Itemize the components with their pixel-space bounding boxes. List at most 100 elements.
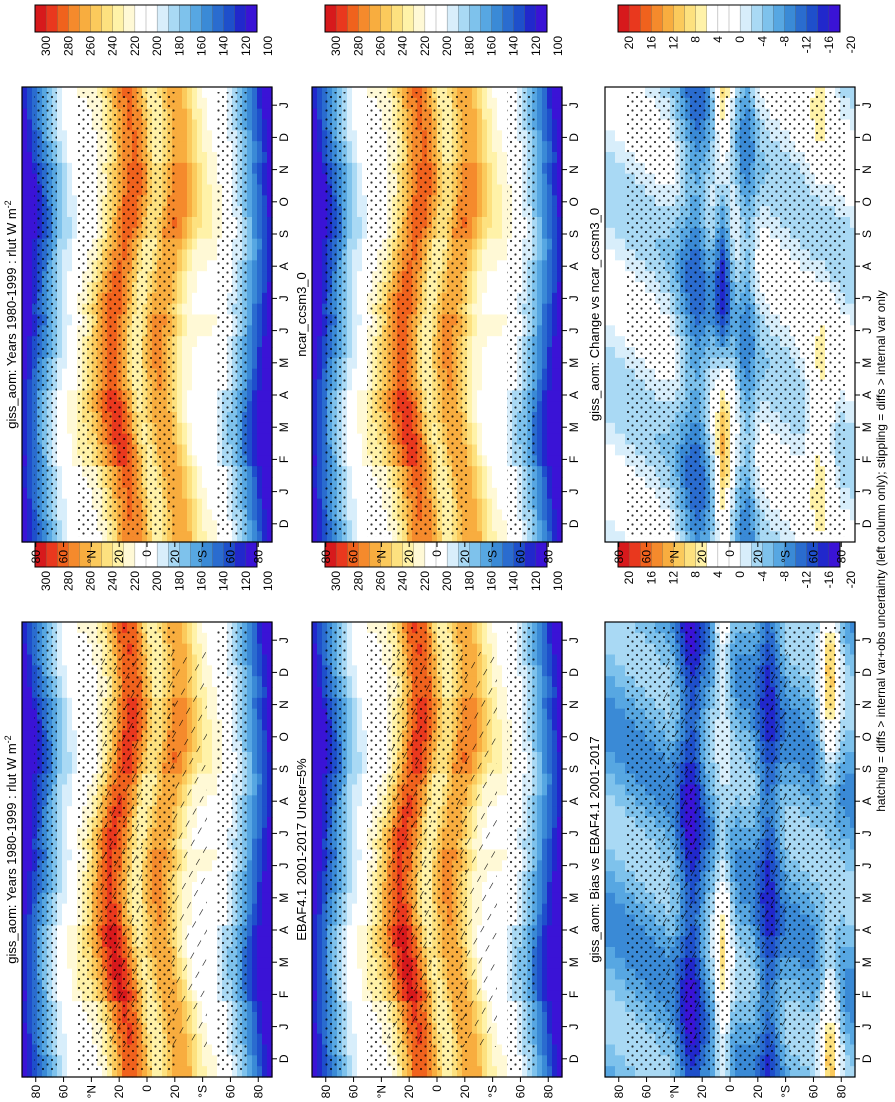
heat-cell [312,947,318,959]
heat-cell [267,730,273,742]
heat-cell [57,347,63,359]
heat-cell [212,643,218,656]
heat-cell [57,936,63,948]
heat-cell [247,849,253,861]
heat-cell [207,422,213,435]
heat-cell [202,1066,208,1078]
heat-cell [352,741,358,753]
heat-cell [247,238,253,251]
heat-cell [72,455,78,467]
heat-cell [67,477,73,489]
heat-cell [352,1022,358,1035]
heat-cell [247,271,253,283]
heat-cell [212,719,218,731]
heat-cell [27,1044,33,1056]
heat-cell [247,314,253,326]
heat-cell [247,108,253,121]
heat-cell [182,390,188,402]
heat-cell [252,206,258,218]
heat-cell [67,838,73,851]
heat-cell [62,357,68,370]
heat-cell [72,762,78,775]
heat-cell [22,687,28,699]
colorbar-swatch [112,4,125,33]
heat-cell [62,849,68,861]
heat-cell [207,784,213,796]
heat-cell [62,260,68,272]
heat-cell [317,1044,323,1056]
heat-cell [62,1012,68,1024]
colorbar-label: 300 [39,571,53,591]
heat-cell [57,622,63,634]
heat-cell [257,314,263,326]
heat-cell [257,936,263,948]
heat-cell [347,947,353,959]
heat-cell [362,936,368,948]
heat-cell [177,466,183,478]
heat-cell [202,152,208,164]
heat-cell [72,643,78,656]
heat-cell [72,784,78,796]
heat-cell [207,152,213,164]
heat-cell [57,444,63,456]
heat-cell [262,455,268,467]
heat-cell [347,882,353,894]
heat-cell [57,1066,63,1078]
heat-cell [57,1055,63,1067]
heat-cell [257,292,263,305]
heat-cell [27,412,33,424]
heat-cell [62,990,68,1002]
heat-cell [312,697,318,710]
heat-cell [182,97,188,110]
heat-cell [57,357,63,370]
heat-cell [247,477,253,489]
heat-cell [267,260,273,272]
heat-cell [257,444,263,456]
heat-cell [27,249,33,261]
heat-cell [212,152,218,164]
heat-cell [352,784,358,796]
heat-cell [22,957,28,970]
colorbar-label: 180 [172,36,186,56]
heat-cell [267,1066,273,1078]
heat-cell [262,947,268,959]
heat-cell [67,752,73,764]
heat-cell [27,455,33,467]
heat-cell [192,173,198,186]
heat-cell [192,444,198,456]
heat-cell [197,632,203,645]
heat-cell [22,925,28,937]
heat-cell [187,325,193,337]
heat-cell [207,1001,213,1013]
heat-cell [262,173,268,186]
lat-tick-label: 60 [223,1085,237,1099]
heat-cell [62,227,68,240]
heat-cell [207,990,213,1002]
heat-cell [247,643,253,656]
heat-cell [197,347,203,359]
panel-title-main: giss_aom: Years 1980-1999 : rlut W m [4,208,19,428]
heat-cell [192,357,198,370]
heat-cell [67,520,73,532]
heat-cell [62,1044,68,1056]
heat-cell [207,643,213,656]
heat-cell [312,936,318,948]
heat-cell [62,368,68,381]
heat-cell [347,914,353,926]
heat-cell [22,412,28,424]
heat-cell [262,357,268,370]
colorbar-swatch [190,4,202,33]
heat-cell [257,773,263,786]
heat-cell [72,531,78,543]
heat-cell [347,1033,353,1046]
heat-cell [207,314,213,326]
heat-cell [347,719,353,731]
heat-cell [212,665,218,677]
heat-cell [262,271,268,283]
heat-cell [267,697,273,710]
heat-cell [27,622,33,634]
heat-cell [212,173,218,186]
heat-cell [247,741,253,753]
heat-cell [347,990,353,1002]
heat-cell [267,708,273,721]
